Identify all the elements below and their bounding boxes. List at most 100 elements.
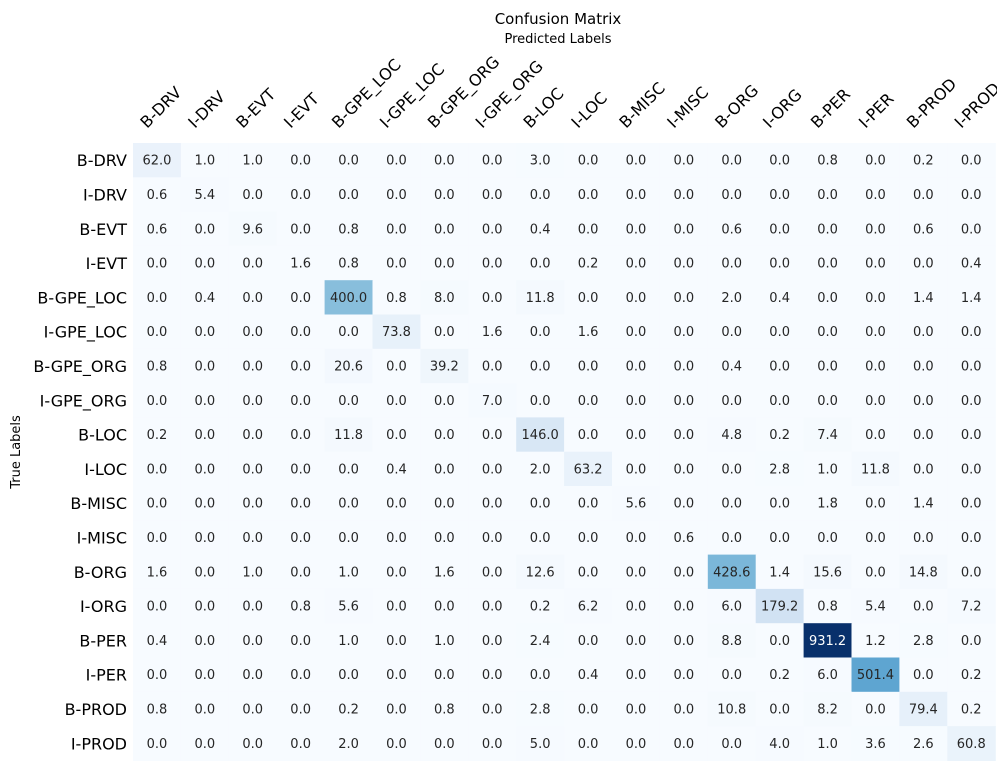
- heatmap-cell: [803, 726, 853, 761]
- heatmap-cell: [324, 691, 374, 727]
- cell-value-label: 0.0: [961, 497, 982, 512]
- cell-value-label: 0.0: [242, 359, 263, 374]
- heatmap-cell: [180, 280, 230, 316]
- cell-value-label: 0.0: [386, 737, 407, 752]
- cell-value-label: 0.0: [961, 634, 982, 649]
- cell-value-label: 0.0: [290, 737, 311, 752]
- cell-value-label: 0.0: [434, 257, 455, 272]
- heatmap-cell: [516, 486, 565, 521]
- heatmap-cell: [707, 348, 757, 384]
- heatmap-cell: [516, 211, 565, 247]
- heatmap-cell: [276, 280, 326, 316]
- heatmap-cell: [659, 211, 709, 247]
- cell-value-label: 0.0: [195, 257, 216, 272]
- heatmap-cell: [947, 623, 996, 659]
- heatmap-cell: [803, 554, 853, 590]
- heatmap-cell: [324, 383, 374, 418]
- cell-value-label: 0.0: [338, 325, 359, 340]
- cell-value-label: 0.4: [961, 257, 982, 272]
- cell-value-label: 0.0: [769, 359, 790, 374]
- cell-value-label: 2.8: [769, 462, 790, 477]
- heatmap-cell: [803, 486, 853, 521]
- heatmap-cell: [803, 348, 853, 384]
- cell-value-label: 1.6: [290, 257, 311, 272]
- heatmap-cell: [612, 177, 661, 213]
- heatmap-cell: [324, 486, 374, 521]
- heatmap-cell: [899, 245, 948, 281]
- heatmap-cell: [276, 623, 326, 659]
- cell-value-label: 0.0: [769, 531, 790, 546]
- heatmap-cell: [755, 657, 805, 693]
- x-tick-label: I-PER: [855, 89, 898, 132]
- heatmap-cell: [516, 417, 565, 453]
- heatmap-cell: [947, 657, 996, 693]
- cell-value-label: 0.0: [961, 325, 982, 340]
- heatmap-cell: [612, 554, 661, 590]
- heatmap-cell: [803, 451, 853, 487]
- cell-value-label: 0.0: [578, 565, 599, 580]
- cell-value-label: 0.2: [769, 428, 790, 443]
- cell-value-label: 0.0: [626, 325, 647, 340]
- heatmap-cell: [947, 451, 996, 487]
- y-tick-label: I-ORG: [80, 597, 127, 616]
- cell-value-label: 0.0: [674, 462, 695, 477]
- cell-value-label: 0.0: [338, 188, 359, 203]
- cell-value-label: 0.0: [626, 600, 647, 615]
- heatmap-cell: [899, 348, 948, 384]
- cell-value-label: 0.6: [674, 531, 695, 546]
- cell-value-label: 1.0: [242, 565, 263, 580]
- cell-value-label: 2.0: [530, 462, 551, 477]
- cell-value-label: 0.0: [769, 497, 790, 512]
- cell-value-label: 0.6: [147, 188, 168, 203]
- cell-value-label: 0.0: [721, 737, 742, 752]
- cell-value-label: 73.8: [382, 325, 411, 340]
- heatmap-cell: [133, 726, 182, 761]
- cell-value-label: 0.0: [961, 222, 982, 237]
- heatmap-cell: [612, 314, 661, 350]
- cell-value-label: 0.0: [386, 565, 407, 580]
- cell-value-label: 1.2: [865, 634, 886, 649]
- cell-value-label: 0.0: [674, 497, 695, 512]
- cell-value-label: 0.0: [386, 257, 407, 272]
- cell-value-label: 0.0: [769, 702, 790, 717]
- heatmap-cell: [468, 554, 517, 590]
- cell-value-label: 0.0: [674, 359, 695, 374]
- heatmap-cell: [851, 691, 900, 727]
- heatmap-cell: [899, 657, 948, 693]
- heatmap-cell: [851, 520, 900, 556]
- cell-value-label: 6.0: [721, 600, 742, 615]
- heatmap-cell: [947, 314, 996, 350]
- heatmap-cell: [180, 177, 230, 213]
- heatmap-cell: [276, 588, 326, 624]
- cell-value-label: 0.0: [338, 497, 359, 512]
- cell-value-label: 0.8: [817, 600, 838, 615]
- heatmap-cell: [372, 143, 421, 178]
- cell-value-label: 0.4: [195, 291, 216, 306]
- heatmap-cell: [755, 143, 805, 178]
- cell-value-label: 0.0: [290, 428, 311, 443]
- cell-value-label: 0.2: [338, 702, 359, 717]
- heatmap-cell: [372, 520, 421, 556]
- cell-value-label: 0.0: [626, 222, 647, 237]
- cell-value-label: 0.6: [147, 222, 168, 237]
- heatmap-cell: [228, 280, 278, 316]
- heatmap-cell: [516, 245, 565, 281]
- cell-value-label: 0.0: [817, 222, 838, 237]
- cell-value-label: 0.0: [817, 359, 838, 374]
- heatmap-cell: [947, 143, 996, 178]
- cell-value-label: 0.0: [721, 531, 742, 546]
- heatmap-cell: [899, 417, 948, 453]
- heatmap-cell: [899, 486, 948, 521]
- heatmap-cell: [755, 177, 805, 213]
- cell-value-label: 2.0: [721, 291, 742, 306]
- cell-value-label: 63.2: [574, 462, 603, 477]
- heatmap-cell-labels: 62.0 1.0 1.0 0.0 0.0 0.0 0.0 0.0 3.0 0.0 0.0 0.0 0.0…: [142, 154, 985, 752]
- heatmap-cell: [564, 554, 613, 590]
- heatmap-cell: [899, 520, 948, 556]
- cell-value-label: 0.0: [626, 462, 647, 477]
- cell-value-label: 0.0: [195, 531, 216, 546]
- heatmap-cell: [564, 726, 613, 761]
- cell-value-label: 0.0: [434, 325, 455, 340]
- cell-value-label: 0.0: [338, 668, 359, 683]
